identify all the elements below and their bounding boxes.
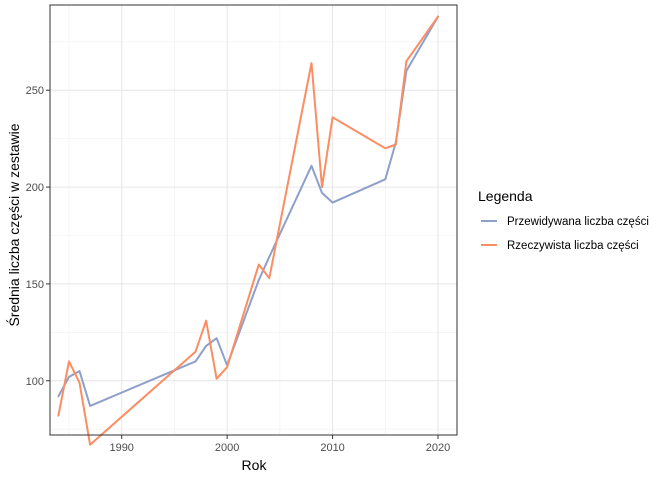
y-tick-label: 250 bbox=[26, 85, 44, 97]
legend-items: Przewidywana liczba części Rzeczywista li… bbox=[481, 216, 649, 252]
x-axis-ticks: 1990 2000 2010 2020 bbox=[109, 435, 450, 454]
x-tick-label: 2000 bbox=[215, 442, 239, 454]
legend: Legenda Przewidywana liczba części Rzeczy… bbox=[478, 188, 649, 252]
y-tick-label: 100 bbox=[26, 376, 44, 388]
series-line-1 bbox=[57, 15, 439, 407]
y-axis-ticks: 100 150 200 250 bbox=[26, 85, 50, 388]
x-axis-title: Rok bbox=[242, 457, 268, 473]
legend-label-1: Przewidywana liczba części bbox=[507, 216, 649, 228]
y-axis-title: Średnia liczba części w zestawie bbox=[5, 123, 22, 326]
plot-panel-border bbox=[49, 4, 458, 436]
legend-title: Legenda bbox=[478, 188, 533, 204]
x-tick-label: 1990 bbox=[109, 442, 133, 454]
y-tick-label: 150 bbox=[26, 279, 44, 291]
y-tick-label: 200 bbox=[26, 182, 44, 194]
x-tick-label: 2020 bbox=[426, 442, 450, 454]
series-lines bbox=[57, 15, 439, 446]
legend-label-2: Rzeczywista liczba części bbox=[507, 240, 639, 252]
x-tick-label: 2010 bbox=[320, 442, 344, 454]
series-line-2 bbox=[57, 15, 439, 446]
